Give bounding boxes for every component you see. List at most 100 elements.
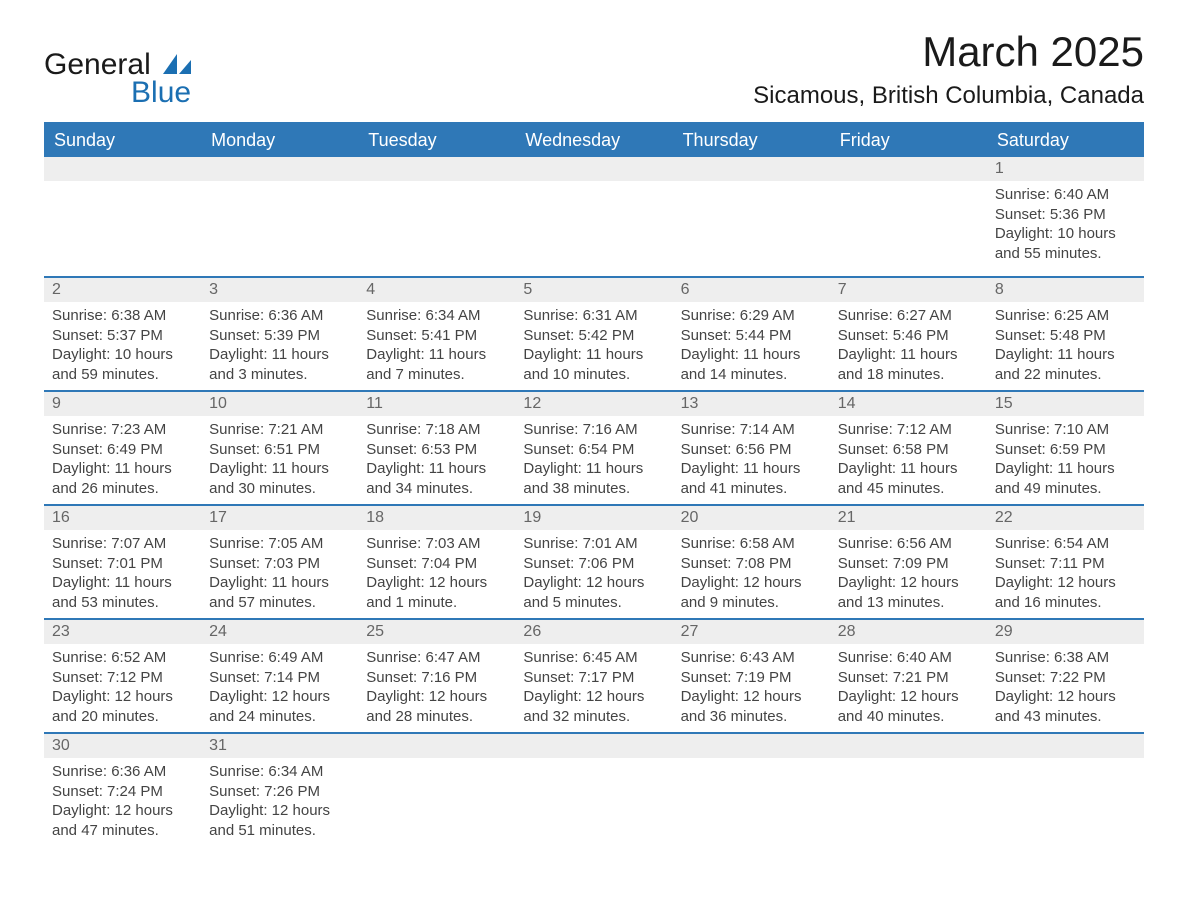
daylight-text: Daylight: 11 hours xyxy=(681,459,822,479)
day-number xyxy=(515,733,672,758)
day-number-row: 9101112131415 xyxy=(44,391,1144,416)
daylight-text-2: and 49 minutes. xyxy=(995,479,1136,499)
month-title: March 2025 xyxy=(753,28,1144,76)
day-number-row: 2345678 xyxy=(44,277,1144,302)
sunrise-text: Sunrise: 6:47 AM xyxy=(366,648,507,668)
day-details xyxy=(987,758,1144,846)
day-number-row: 23242526272829 xyxy=(44,619,1144,644)
day-number: 27 xyxy=(673,619,830,644)
day-number: 9 xyxy=(44,391,201,416)
sunset-text: Sunset: 7:09 PM xyxy=(838,554,979,574)
daylight-text-2: and 32 minutes. xyxy=(523,707,664,727)
sunset-text: Sunset: 7:14 PM xyxy=(209,668,350,688)
daylight-text-2: and 55 minutes. xyxy=(995,244,1136,264)
day-number: 3 xyxy=(201,277,358,302)
day-number xyxy=(358,733,515,758)
sunset-text: Sunset: 5:44 PM xyxy=(681,326,822,346)
daylight-text-2: and 36 minutes. xyxy=(681,707,822,727)
day-number: 23 xyxy=(44,619,201,644)
sunset-text: Sunset: 7:11 PM xyxy=(995,554,1136,574)
titles: March 2025 Sicamous, British Columbia, C… xyxy=(753,28,1144,110)
daylight-text-2: and 34 minutes. xyxy=(366,479,507,499)
page: General Blue March 2025 Sicamous, Britis… xyxy=(0,0,1188,870)
day-details: Sunrise: 6:47 AMSunset: 7:16 PMDaylight:… xyxy=(358,644,515,733)
sunrise-text: Sunrise: 6:58 AM xyxy=(681,534,822,554)
sunset-text: Sunset: 7:01 PM xyxy=(52,554,193,574)
daylight-text: Daylight: 12 hours xyxy=(209,801,350,821)
day-details: Sunrise: 6:43 AMSunset: 7:19 PMDaylight:… xyxy=(673,644,830,733)
sunset-text: Sunset: 7:22 PM xyxy=(995,668,1136,688)
daylight-text: Daylight: 11 hours xyxy=(209,573,350,593)
brand-logo: General Blue xyxy=(44,50,191,108)
daylight-text: Daylight: 11 hours xyxy=(209,459,350,479)
day-details-row: Sunrise: 7:07 AMSunset: 7:01 PMDaylight:… xyxy=(44,530,1144,619)
daylight-text: Daylight: 11 hours xyxy=(838,345,979,365)
daylight-text-2: and 47 minutes. xyxy=(52,821,193,841)
day-details: Sunrise: 7:16 AMSunset: 6:54 PMDaylight:… xyxy=(515,416,672,505)
day-details xyxy=(830,181,987,277)
day-details: Sunrise: 6:27 AMSunset: 5:46 PMDaylight:… xyxy=(830,302,987,391)
day-number xyxy=(830,733,987,758)
daylight-text-2: and 43 minutes. xyxy=(995,707,1136,727)
daylight-text-2: and 7 minutes. xyxy=(366,365,507,385)
sunset-text: Sunset: 6:53 PM xyxy=(366,440,507,460)
daylight-text-2: and 51 minutes. xyxy=(209,821,350,841)
sunrise-text: Sunrise: 6:31 AM xyxy=(523,306,664,326)
day-header: Monday xyxy=(201,123,358,157)
daylight-text-2: and 5 minutes. xyxy=(523,593,664,613)
day-header: Tuesday xyxy=(358,123,515,157)
daylight-text: Daylight: 12 hours xyxy=(681,687,822,707)
sunrise-text: Sunrise: 6:40 AM xyxy=(838,648,979,668)
day-number: 15 xyxy=(987,391,1144,416)
day-header: Thursday xyxy=(673,123,830,157)
sunset-text: Sunset: 5:46 PM xyxy=(838,326,979,346)
day-details: Sunrise: 7:05 AMSunset: 7:03 PMDaylight:… xyxy=(201,530,358,619)
day-details xyxy=(673,181,830,277)
daylight-text-2: and 40 minutes. xyxy=(838,707,979,727)
sunset-text: Sunset: 7:17 PM xyxy=(523,668,664,688)
daylight-text: Daylight: 11 hours xyxy=(995,459,1136,479)
sunrise-text: Sunrise: 7:05 AM xyxy=(209,534,350,554)
day-details-row: Sunrise: 6:36 AMSunset: 7:24 PMDaylight:… xyxy=(44,758,1144,846)
sunrise-text: Sunrise: 6:34 AM xyxy=(366,306,507,326)
day-details: Sunrise: 6:34 AMSunset: 7:26 PMDaylight:… xyxy=(201,758,358,846)
sunset-text: Sunset: 6:59 PM xyxy=(995,440,1136,460)
daylight-text-2: and 53 minutes. xyxy=(52,593,193,613)
day-number: 1 xyxy=(987,157,1144,181)
sunrise-text: Sunrise: 7:23 AM xyxy=(52,420,193,440)
sunset-text: Sunset: 5:36 PM xyxy=(995,205,1136,225)
daylight-text: Daylight: 12 hours xyxy=(366,573,507,593)
daylight-text: Daylight: 12 hours xyxy=(995,687,1136,707)
day-details-row: Sunrise: 6:38 AMSunset: 5:37 PMDaylight:… xyxy=(44,302,1144,391)
daylight-text: Daylight: 11 hours xyxy=(523,345,664,365)
daylight-text: Daylight: 11 hours xyxy=(523,459,664,479)
daylight-text: Daylight: 11 hours xyxy=(52,459,193,479)
sunset-text: Sunset: 5:48 PM xyxy=(995,326,1136,346)
daylight-text-2: and 1 minute. xyxy=(366,593,507,613)
day-header: Saturday xyxy=(987,123,1144,157)
day-details: Sunrise: 7:21 AMSunset: 6:51 PMDaylight:… xyxy=(201,416,358,505)
day-number-row: 16171819202122 xyxy=(44,505,1144,530)
daylight-text-2: and 57 minutes. xyxy=(209,593,350,613)
daylight-text-2: and 45 minutes. xyxy=(838,479,979,499)
day-number xyxy=(673,733,830,758)
daylight-text: Daylight: 11 hours xyxy=(995,345,1136,365)
day-number xyxy=(44,157,201,181)
day-number xyxy=(673,157,830,181)
day-number: 24 xyxy=(201,619,358,644)
sunset-text: Sunset: 7:16 PM xyxy=(366,668,507,688)
daylight-text-2: and 59 minutes. xyxy=(52,365,193,385)
daylight-text-2: and 20 minutes. xyxy=(52,707,193,727)
day-details: Sunrise: 6:56 AMSunset: 7:09 PMDaylight:… xyxy=(830,530,987,619)
sunrise-text: Sunrise: 7:10 AM xyxy=(995,420,1136,440)
sunrise-text: Sunrise: 6:36 AM xyxy=(209,306,350,326)
brand-text: General Blue xyxy=(44,50,191,108)
day-number: 22 xyxy=(987,505,1144,530)
sunrise-text: Sunrise: 6:36 AM xyxy=(52,762,193,782)
day-number xyxy=(358,157,515,181)
header: General Blue March 2025 Sicamous, Britis… xyxy=(44,28,1144,110)
day-number: 17 xyxy=(201,505,358,530)
day-number: 6 xyxy=(673,277,830,302)
day-number: 25 xyxy=(358,619,515,644)
sunrise-text: Sunrise: 7:12 AM xyxy=(838,420,979,440)
